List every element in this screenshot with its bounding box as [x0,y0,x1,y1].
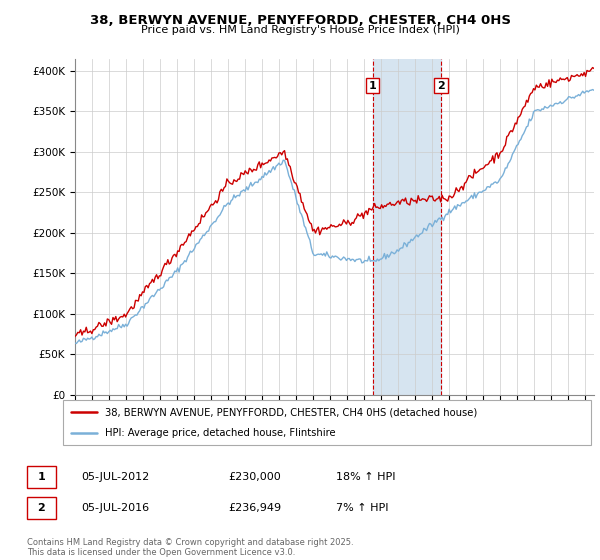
Text: 05-JUL-2012: 05-JUL-2012 [81,472,149,482]
Text: 2: 2 [437,81,445,91]
FancyBboxPatch shape [63,400,591,445]
Text: 1: 1 [369,81,377,91]
Text: 05-JUL-2016: 05-JUL-2016 [81,503,149,513]
Bar [373,59,441,395]
Text: £230,000: £230,000 [228,472,281,482]
Text: Price paid vs. HM Land Registry's House Price Index (HPI): Price paid vs. HM Land Registry's House … [140,25,460,35]
Text: £236,949: £236,949 [228,503,281,513]
Text: 2: 2 [38,503,45,513]
Text: HPI: Average price, detached house, Flintshire: HPI: Average price, detached house, Flin… [105,428,336,438]
Text: 38, BERWYN AVENUE, PENYFFORDD, CHESTER, CH4 0HS: 38, BERWYN AVENUE, PENYFFORDD, CHESTER, … [89,14,511,27]
Text: 1: 1 [38,472,45,482]
Text: 7% ↑ HPI: 7% ↑ HPI [336,503,389,513]
Text: Contains HM Land Registry data © Crown copyright and database right 2025.
This d: Contains HM Land Registry data © Crown c… [27,538,353,557]
Text: 38, BERWYN AVENUE, PENYFFORDD, CHESTER, CH4 0HS (detached house): 38, BERWYN AVENUE, PENYFFORDD, CHESTER, … [105,408,478,418]
Text: 18% ↑ HPI: 18% ↑ HPI [336,472,395,482]
